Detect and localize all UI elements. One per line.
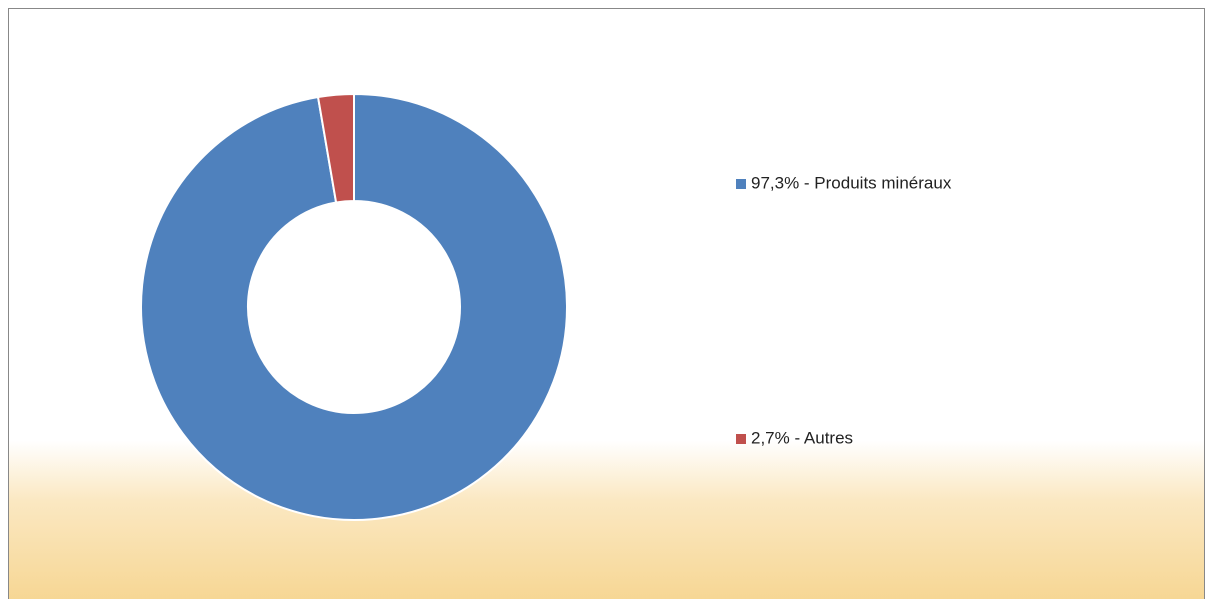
legend-swatch xyxy=(736,179,746,189)
donut-segment xyxy=(140,92,568,521)
legend-label: 97,3% - Produits minéraux xyxy=(751,173,952,192)
legend-label: 2,7% - Autres xyxy=(751,428,853,447)
donut-segment xyxy=(316,92,355,204)
legend-swatch xyxy=(736,434,746,444)
